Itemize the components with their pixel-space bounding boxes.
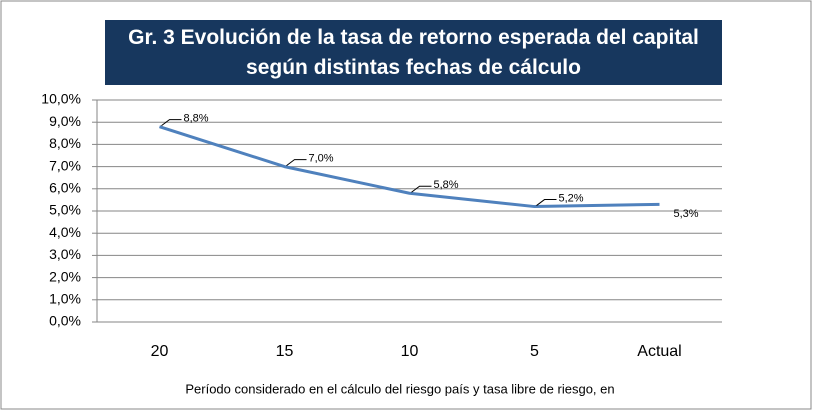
y-tick-label: 7,0% xyxy=(49,157,81,173)
line xyxy=(159,125,660,209)
y-tick-label: 2,0% xyxy=(49,268,81,284)
chart-title: Gr. 3 Evolución de la tasa de retorno es… xyxy=(128,25,699,79)
label-leader xyxy=(286,159,307,166)
x-axis-title: Período considerado en el cálculo del ri… xyxy=(185,381,614,396)
y-tick-label: 9,0% xyxy=(49,113,81,129)
x-tick-label: 20 xyxy=(151,343,169,360)
y-tick-label: 1,0% xyxy=(49,291,81,307)
y-tick-label: 8,0% xyxy=(49,135,81,151)
data-label: 5,2% xyxy=(559,192,584,204)
data-label: 5,3% xyxy=(674,208,699,220)
label-leader xyxy=(411,185,432,193)
x-tick-label: 5 xyxy=(530,343,539,360)
label-leader xyxy=(536,199,557,206)
chart-title-box: Gr. 3 Evolución de la tasa de retorno es… xyxy=(105,20,722,85)
y-tick-label: 5,0% xyxy=(49,202,81,218)
label-leader xyxy=(161,119,182,127)
y-tick-label: 10,0% xyxy=(41,91,81,107)
y-tick-label: 3,0% xyxy=(49,246,81,262)
y-tick-label: 4,0% xyxy=(49,224,81,240)
y-tick-label: 6,0% xyxy=(49,180,81,196)
x-tick-label: 15 xyxy=(276,343,294,360)
data-label: 7,0% xyxy=(309,153,334,165)
data-label: 8,8% xyxy=(184,113,209,125)
data-label: 5,8% xyxy=(434,179,459,191)
y-tick-label: 0,0% xyxy=(49,313,81,329)
x-tick-label: Actual xyxy=(637,343,681,360)
chart-border xyxy=(0,0,812,410)
x-tick-label: 10 xyxy=(401,343,419,360)
